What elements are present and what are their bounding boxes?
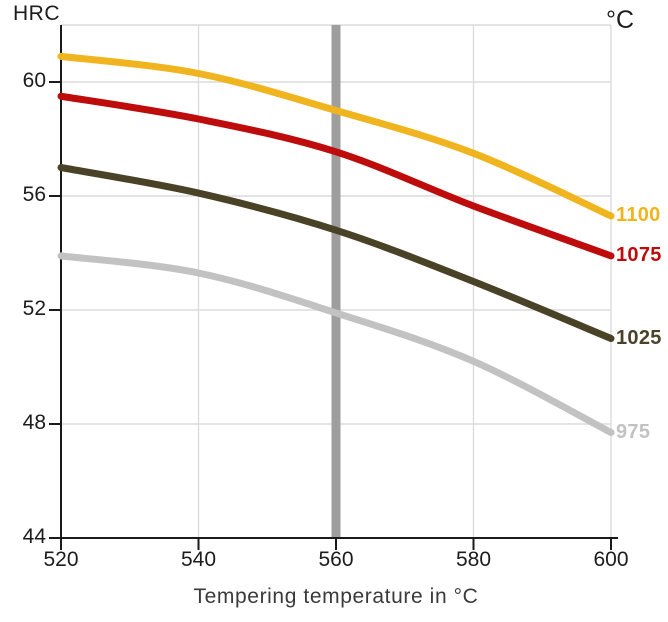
x-axis-title: Tempering temperature in °C bbox=[193, 585, 479, 608]
x-tick-label: 560 bbox=[318, 548, 354, 571]
y-tick-label: 52 bbox=[22, 297, 46, 320]
series-label-1100: 1100 bbox=[616, 203, 661, 226]
y-axis-unit-label: HRC bbox=[13, 2, 60, 25]
y-tick-label: 56 bbox=[22, 183, 46, 206]
curve-975 bbox=[57, 252, 615, 436]
y-tick-label: 44 bbox=[22, 525, 46, 548]
x-tick-label: 540 bbox=[180, 548, 217, 571]
series-label-975: 975 bbox=[616, 420, 651, 443]
series-label-1075: 1075 bbox=[616, 243, 662, 266]
y-tick-label: 60 bbox=[22, 69, 46, 92]
x-tick-label: 520 bbox=[43, 548, 79, 571]
curve-1075 bbox=[57, 92, 615, 260]
x-tick-label: 600 bbox=[593, 548, 629, 571]
x-tick-label: 580 bbox=[455, 548, 492, 571]
series-label-1025: 1025 bbox=[616, 326, 662, 349]
curve-1025 bbox=[57, 164, 615, 342]
curve-1100 bbox=[57, 52, 615, 220]
y-tick-label: 48 bbox=[22, 411, 46, 434]
series-unit-label: °C bbox=[606, 6, 635, 34]
